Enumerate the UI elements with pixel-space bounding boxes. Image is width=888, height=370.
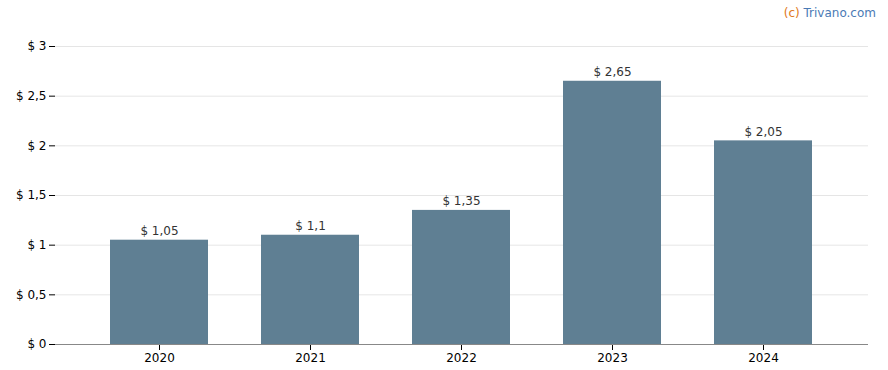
svg-text:$ 1,1: $ 1,1 xyxy=(295,219,326,233)
svg-text:$ 2: $ 2 xyxy=(27,139,46,153)
svg-text:$ 2,05: $ 2,05 xyxy=(744,125,782,139)
svg-text:$ 0: $ 0 xyxy=(27,337,46,351)
svg-text:2021: 2021 xyxy=(295,351,326,365)
svg-text:$ 3: $ 3 xyxy=(27,39,46,53)
svg-text:$ 0,5: $ 0,5 xyxy=(16,288,47,302)
svg-text:2023: 2023 xyxy=(597,351,628,365)
svg-text:$ 1,5: $ 1,5 xyxy=(16,188,47,202)
svg-text:$ 2,5: $ 2,5 xyxy=(16,89,47,103)
svg-text:2022: 2022 xyxy=(446,351,477,365)
svg-text:$ 2,65: $ 2,65 xyxy=(593,65,631,79)
svg-text:2024: 2024 xyxy=(748,351,779,365)
svg-text:$ 1,35: $ 1,35 xyxy=(442,194,480,208)
svg-text:$ 1: $ 1 xyxy=(27,238,46,252)
svg-text:$ 1,05: $ 1,05 xyxy=(140,224,178,238)
svg-text:2020: 2020 xyxy=(144,351,175,365)
html-text:(c) Trivano.com: (c) Trivano.com xyxy=(783,6,876,20)
